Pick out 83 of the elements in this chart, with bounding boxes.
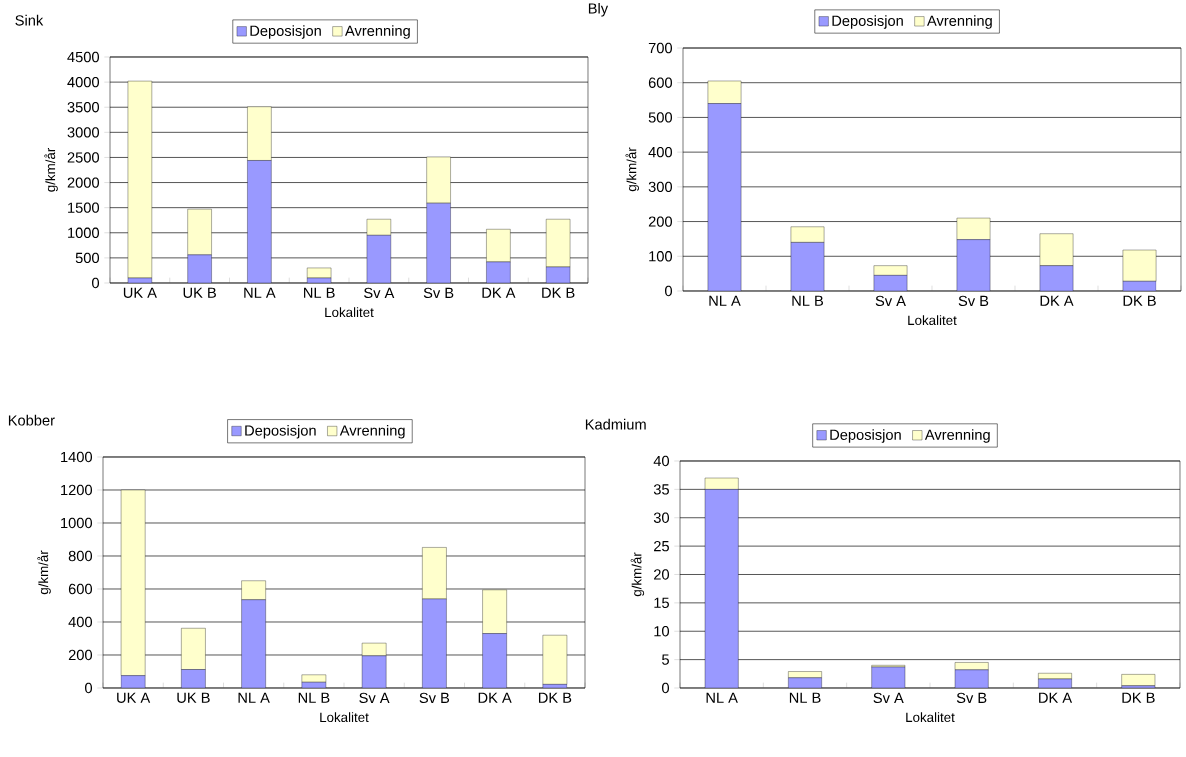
x-tick-label: Sv B [419,692,450,704]
x-tick-label: DK B [542,287,575,298]
y-tick-label: 1500 [68,202,100,213]
x-tick-label: DK A [1039,692,1073,703]
y-tick-label: 1200 [61,484,93,496]
legend-label: Deposisjon [832,15,903,29]
legend-label: Deposisjon [245,424,316,439]
y-tick-label: 5 [662,654,669,665]
y-tick-label: 500 [75,252,100,264]
y-tick-label: 30 [653,512,670,523]
y-axis-title: g/km/år [37,550,51,595]
chart-title: Kobber [8,414,55,426]
x-tick-label: NL B [304,287,335,298]
chart-title: Sink [15,14,44,26]
y-tick-label: 2000 [67,177,100,188]
y-tick-label: 800 [68,550,93,562]
x-tick-label: Sv A [364,287,395,299]
y-tick-label: 0 [662,682,670,694]
y-tick-label: 1000 [68,227,100,238]
x-tick-label: DK B [1123,295,1156,306]
x-tick-label: UK B [177,692,210,703]
y-tick-label: 15 [654,597,669,608]
x-tick-label: DK A [478,692,512,703]
x-tick-label: Sv B [958,295,989,307]
x-tick-label: DK B [1122,692,1155,703]
x-tick-label: UK B [183,287,216,298]
y-axis-title: g/km/år [630,552,645,597]
y-axis-title: g/km/år [44,147,58,192]
x-tick-label: DK A [1040,295,1074,306]
legend-label: Deposisjon [250,25,321,39]
x-tick-label: Sv A [359,692,390,704]
legend-label: Deposisjon [830,429,901,443]
y-tick-label: 400 [68,616,93,628]
y-tick-label: 0 [665,285,673,297]
x-tick-label: NL A [709,295,741,306]
x-tick-label: UK A [123,287,157,298]
x-axis-title: Lokalitet [906,712,955,723]
y-tick-label: 1000 [61,517,93,529]
x-tick-label: UK A [117,692,151,703]
y-tick-label: 0 [85,682,93,694]
legend-label: Avrenning [345,25,410,39]
chart-title: Kadmium [585,418,646,430]
legend-label: Avrenning [926,15,992,29]
x-tick-label: NL B [789,692,821,703]
y-tick-label: 0 [92,277,100,289]
x-tick-label: Sv A [875,295,906,307]
chart-title: Bly [588,2,609,17]
y-tick-label: 1400 [61,451,93,463]
y-tick-label: 2500 [67,152,100,163]
y-tick-label: 10 [654,626,670,637]
y-tick-label: 40 [653,455,670,467]
x-tick-label: Sv A [873,692,904,704]
y-tick-label: 500 [648,112,673,123]
y-tick-label: 100 [649,251,673,262]
y-tick-label: 3000 [67,127,100,138]
y-tick-label: 300 [648,181,673,193]
x-tick-label: NL A [244,287,276,298]
legend-label: Avrenning [924,429,990,443]
x-tick-label: NL B [298,692,330,703]
y-tick-label: 200 [648,216,673,227]
x-tick-label: DK A [482,287,516,298]
x-tick-label: Sv B [423,287,454,299]
y-axis-title: g/km/år [625,147,639,192]
y-tick-label: 700 [648,42,673,54]
y-tick-label: 600 [648,77,673,88]
x-tick-label: DK B [538,692,572,703]
y-tick-label: 35 [653,484,669,495]
x-tick-label: NL B [792,295,824,306]
y-tick-label: 4000 [67,76,100,88]
x-axis-title: Lokalitet [320,712,369,723]
x-axis-title: Lokalitet [325,307,374,318]
y-tick-label: 4500 [67,51,100,63]
x-tick-label: NL A [706,692,738,703]
x-tick-label: Sv B [956,692,987,704]
y-tick-label: 20 [654,569,670,580]
y-tick-label: 600 [68,583,93,595]
x-tick-label: NL A [238,692,270,703]
y-tick-label: 3500 [67,102,100,113]
y-tick-label: 25 [654,540,669,552]
x-axis-title: Lokalitet [908,315,957,326]
y-tick-label: 400 [648,146,673,158]
y-tick-label: 200 [68,649,93,661]
legend-label: Avrenning [339,424,405,439]
